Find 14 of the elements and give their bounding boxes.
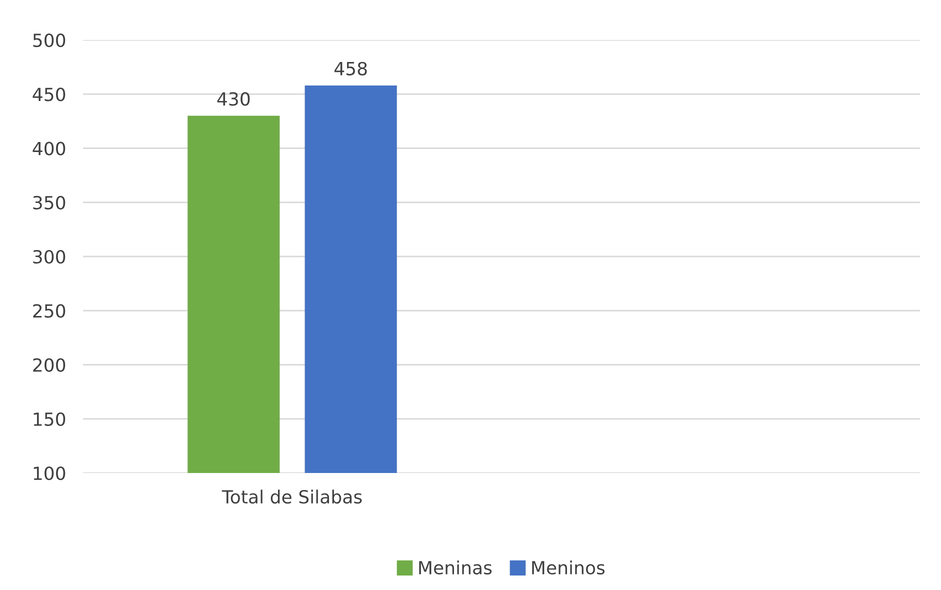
- x-tick-label: Total de Silabas: [222, 490, 362, 504]
- y-tick-label: 450: [32, 88, 66, 102]
- y-tick-label: 500: [33, 33, 66, 48]
- y-tick-label: 100: [34, 466, 66, 480]
- data-label: 430: [217, 92, 250, 106]
- y-tick-label: 250: [33, 304, 66, 318]
- y-tick-label: 150: [34, 412, 66, 426]
- y-tick-label: 350: [33, 196, 66, 210]
- y-tick-label: 400: [32, 142, 66, 156]
- legend-label: Meninos: [532, 560, 605, 574]
- y-tick-label: 300: [33, 250, 66, 264]
- y-tick-label: 200: [33, 358, 66, 372]
- data-label: 458: [334, 62, 367, 76]
- legend-label: Meninas: [419, 560, 492, 574]
